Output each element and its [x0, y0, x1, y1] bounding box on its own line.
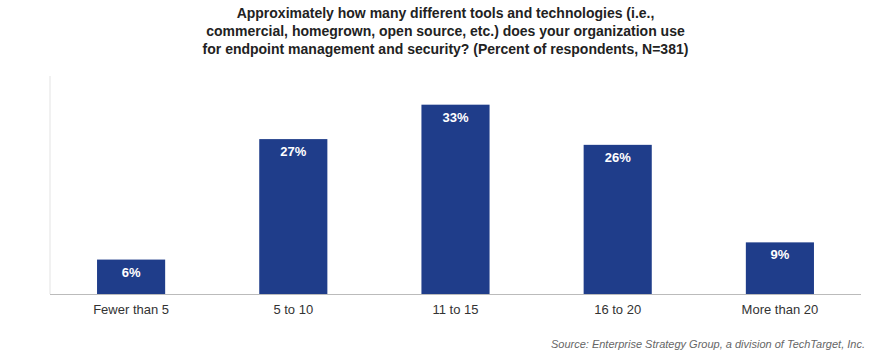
data-label: 27%	[280, 144, 306, 159]
chart-container: Approximately how many different tools a…	[0, 0, 891, 356]
data-label: 33%	[442, 110, 468, 125]
title: Approximately how many different tools a…	[203, 5, 689, 57]
bar	[97, 260, 165, 294]
y-axis-line	[50, 76, 51, 294]
title-line: for endpoint management and security? (P…	[203, 41, 689, 57]
bar	[421, 105, 489, 294]
x-tick-label: 11 to 15	[432, 302, 478, 317]
chart-svg: Approximately how many different tools a…	[0, 0, 891, 356]
title-line: commercial, homegrown, open source, etc.…	[206, 23, 685, 39]
data-label: 9%	[771, 247, 790, 262]
title-line: Approximately how many different tools a…	[237, 5, 655, 21]
bars	[97, 105, 814, 294]
background	[0, 0, 891, 356]
bar	[746, 242, 814, 294]
data-label: 6%	[122, 265, 141, 280]
bar	[259, 139, 327, 294]
bar	[584, 145, 652, 294]
source-annotation: Source: Enterprise Strategy Group, a div…	[551, 338, 865, 350]
x-axis-line	[50, 294, 861, 295]
data-label: 26%	[605, 150, 631, 165]
x-tick-label: 5 to 10	[273, 302, 313, 317]
x-tick-label: More than 20	[742, 302, 819, 317]
x-tick-label: Fewer than 5	[93, 302, 169, 317]
x-tick-label: 16 to 20	[594, 302, 641, 317]
